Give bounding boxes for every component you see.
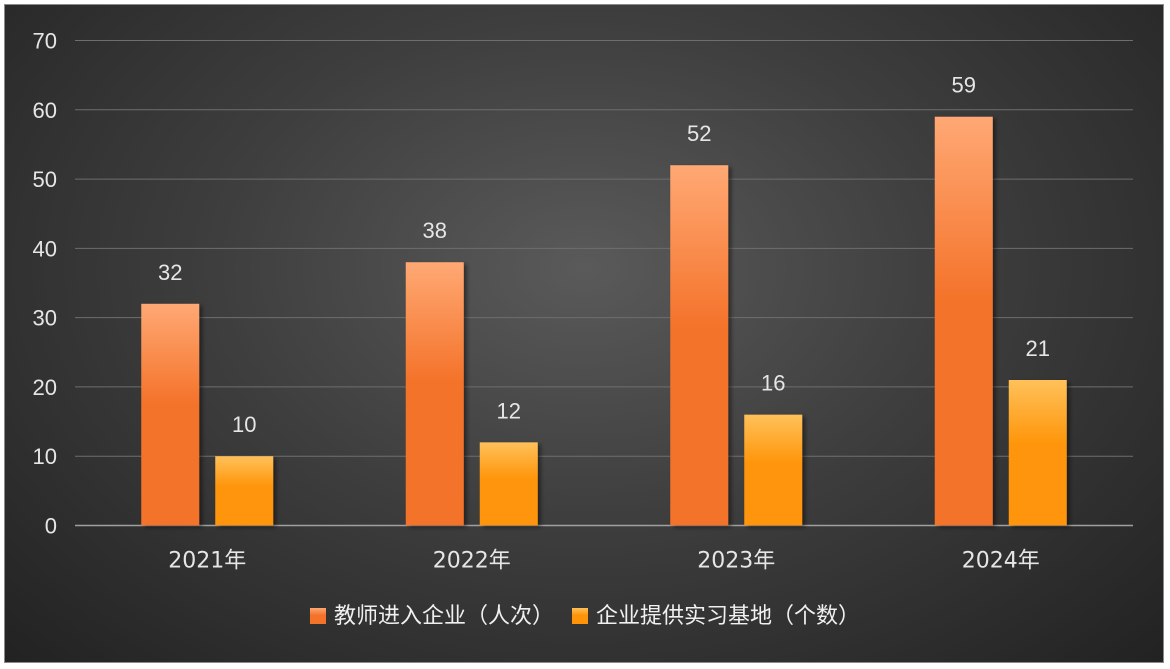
x-tick-label: 2023年 — [697, 549, 775, 574]
bar-series-1-1 — [141, 303, 200, 526]
legend-swatch-series-1 — [309, 608, 326, 624]
legend: 教师进入企业（人次） 企业提供实习基地（个数） — [309, 604, 860, 629]
gridlines — [75, 40, 1133, 457]
bar-series-1-2 — [405, 262, 464, 526]
data-label: 59 — [952, 73, 976, 98]
y-tick-label: 40 — [33, 236, 57, 261]
y-tick-label: 0 — [45, 514, 57, 539]
y-tick-label: 10 — [33, 444, 57, 469]
data-label: 32 — [158, 260, 182, 285]
data-label: 16 — [761, 371, 785, 396]
data-label: 21 — [1026, 336, 1050, 361]
y-tick-label: 70 — [33, 29, 57, 54]
legend-label-series-1: 教师进入企业（人次） — [334, 604, 554, 629]
bar-series-2-2 — [479, 442, 538, 526]
bar-series-1-4 — [934, 116, 993, 526]
data-labels: 32 10 38 12 52 16 59 21 — [158, 73, 1050, 438]
data-label: 38 — [423, 218, 447, 243]
y-tick-label: 50 — [33, 167, 57, 192]
y-tick-label: 60 — [33, 98, 57, 123]
bars — [141, 116, 1067, 526]
legend-swatch-series-2 — [572, 608, 588, 624]
x-tick-label: 2022年 — [433, 549, 511, 574]
x-tick-label: 2021年 — [168, 549, 246, 574]
bar-series-2-3 — [744, 414, 803, 526]
x-tick-label: 2024年 — [962, 549, 1040, 574]
bar-series-2-4 — [1008, 380, 1067, 526]
data-label: 12 — [497, 398, 521, 423]
chart-frame: 0 10 20 30 40 50 60 70 2021年 2022年 2023年 2024年 32 10… — [4, 4, 1164, 663]
bar-chart: 0 10 20 30 40 50 60 70 2021年 2022年 2023年 2024年 32 10… — [33, 29, 1133, 629]
legend-label-series-2: 企业提供实习基地（个数） — [596, 604, 860, 629]
data-label: 52 — [687, 121, 711, 146]
y-tick-label: 30 — [33, 306, 57, 331]
bar-series-1-3 — [670, 165, 729, 526]
bar-series-2-1 — [215, 456, 274, 526]
data-label: 10 — [232, 412, 256, 437]
y-tick-label: 20 — [33, 375, 57, 400]
